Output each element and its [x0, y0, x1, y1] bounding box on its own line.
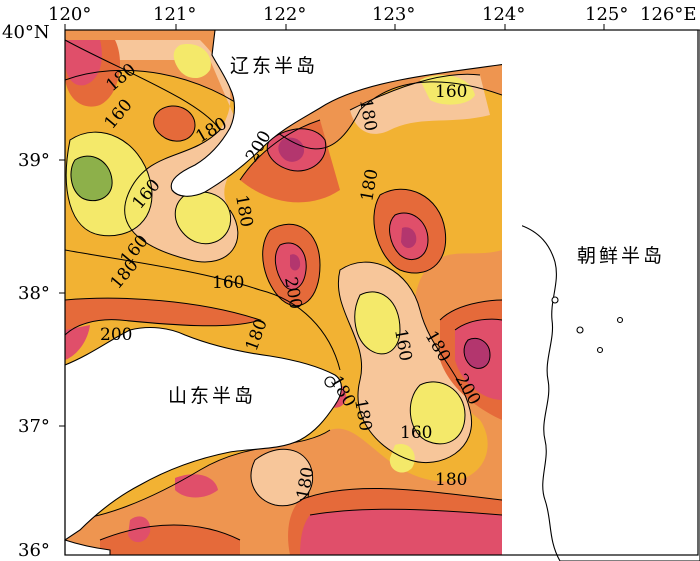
contour-band-200	[175, 474, 218, 498]
lat-tick-label: 38°	[18, 283, 50, 304]
contour-label: 160	[435, 82, 467, 102]
contour-band-210	[401, 227, 417, 248]
tick-marks	[59, 24, 605, 427]
lat-tick-label: 36°	[18, 540, 50, 561]
contour-band-160	[251, 449, 313, 506]
longitude-labels: 120° 121° 122° 123° 124° 125° 126°E	[48, 4, 697, 25]
lat-tick-label: 40°N	[2, 22, 50, 43]
contour-label: 180	[435, 470, 467, 490]
south-coast	[64, 539, 111, 556]
contour-band-200	[65, 40, 102, 86]
lon-tick-label: 123°	[372, 4, 415, 25]
contour-band-200	[128, 516, 151, 543]
shandong-coast	[64, 326, 342, 542]
lon-tick-label: 121°	[153, 4, 196, 25]
region-label-liaodong: 辽东半岛	[230, 55, 318, 77]
region-label-shandong: 山东半岛	[168, 385, 256, 407]
contour-band-150	[410, 381, 465, 444]
contour-label: 160	[400, 423, 432, 443]
island	[616, 316, 624, 324]
contour-band-150	[420, 75, 475, 105]
latitude-labels: 40°N 39° 38° 37° 36°	[2, 22, 50, 561]
contour-label: 160	[212, 273, 244, 293]
lat-tick-label: 37°	[18, 416, 50, 437]
contour-band-210	[464, 338, 490, 369]
contour-band-150	[389, 444, 415, 473]
contour-band-200	[300, 509, 502, 555]
contour-band-150	[354, 291, 400, 354]
lon-tick-label: 126°E	[640, 4, 697, 25]
island	[576, 326, 584, 334]
contour-band-210	[278, 137, 305, 162]
contour-band-150	[173, 44, 211, 79]
lon-tick-label: 120°	[48, 4, 91, 25]
korea-coast	[502, 29, 700, 561]
lon-tick-label: 124°	[482, 4, 525, 25]
liaodong-coast	[170, 29, 521, 197]
isolines	[65, 39, 502, 541]
region-label-korea: 朝鲜半岛	[577, 245, 665, 267]
contour-band-190	[65, 298, 260, 335]
contour-band-140	[70, 156, 113, 201]
contour-band-150	[175, 191, 231, 244]
island	[324, 376, 336, 388]
contour-band-200	[65, 325, 90, 360]
land	[64, 29, 700, 561]
lon-tick-label: 122°	[263, 4, 306, 25]
contour-label: 200	[100, 325, 132, 345]
lat-tick-label: 39°	[18, 150, 50, 171]
island	[596, 346, 604, 354]
contour-band-210	[290, 254, 301, 271]
island	[551, 296, 559, 304]
lon-tick-label: 125°	[585, 4, 628, 25]
contour-band-190	[153, 105, 195, 142]
map-margin	[502, 30, 522, 555]
